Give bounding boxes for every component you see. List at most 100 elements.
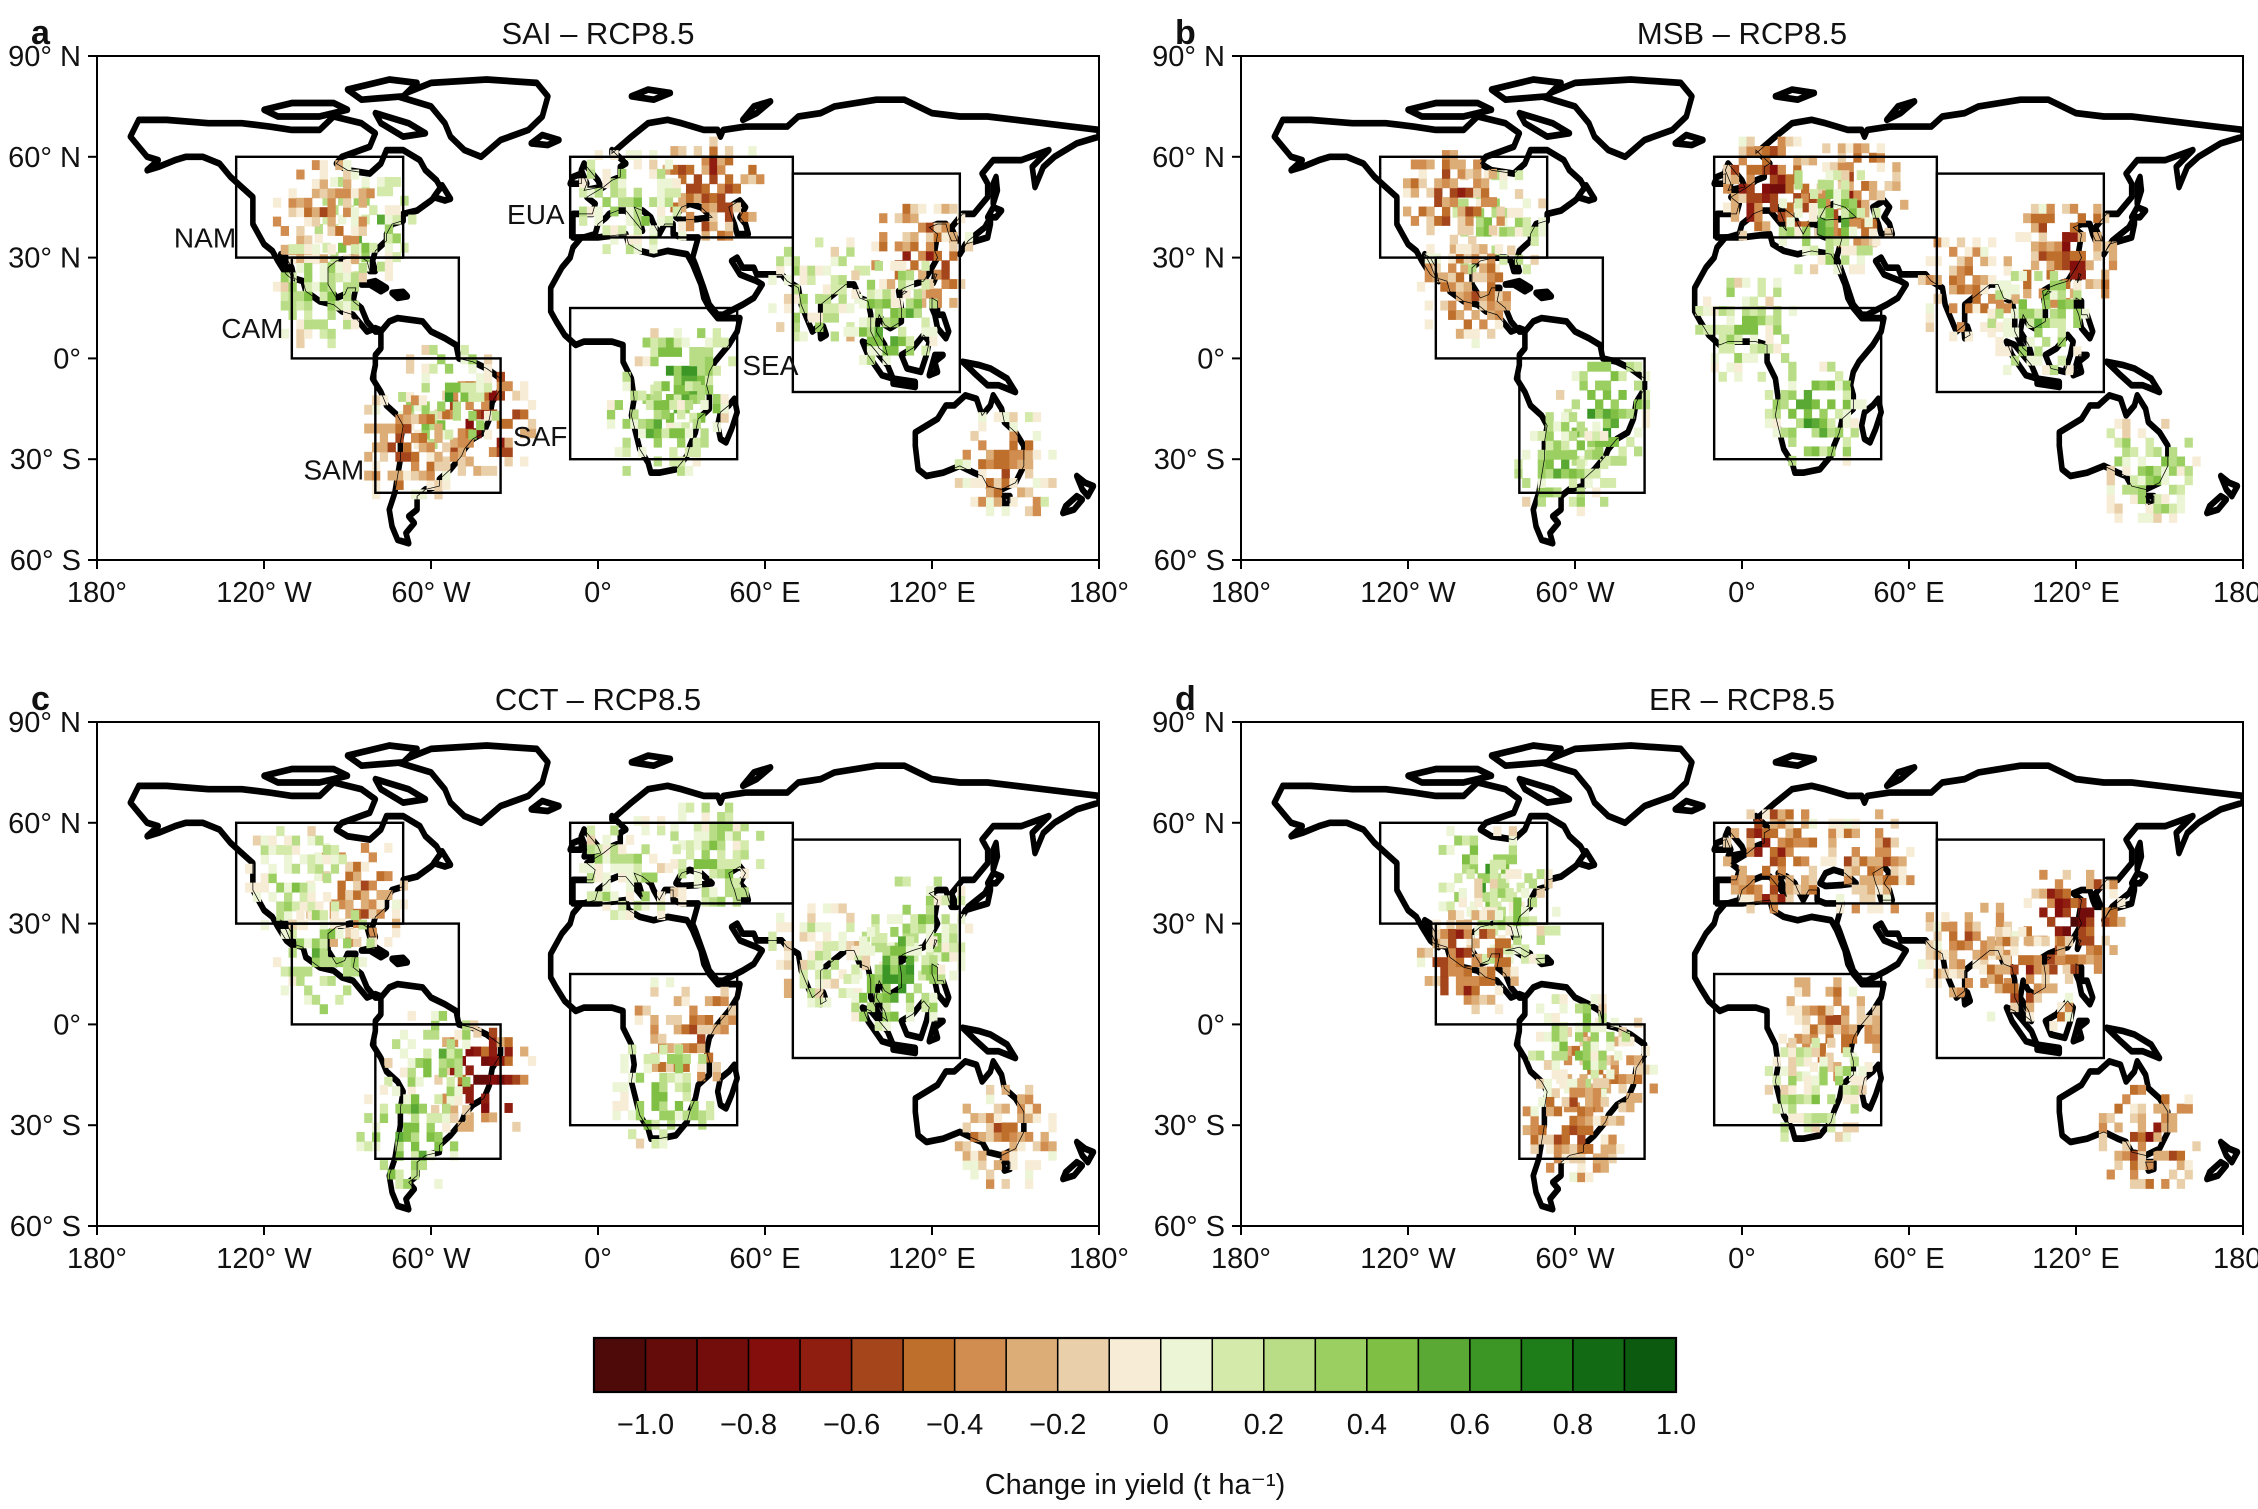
yield-cell: [296, 938, 305, 949]
yield-cell: [791, 284, 801, 295]
yield-cell: [791, 331, 801, 342]
yield-cell: [350, 207, 360, 218]
yield-cell: [1841, 254, 1850, 265]
yield-cell: [1842, 1066, 1852, 1076]
yield-cell: [602, 834, 611, 845]
yield-cell: [1048, 1113, 1057, 1124]
yield-cell: [520, 1074, 529, 1085]
yield-cell: [1892, 162, 1901, 173]
yield-cell: [338, 176, 347, 187]
yield-cell: [910, 232, 919, 242]
yield-cell: [1463, 319, 1472, 330]
yield-cell: [457, 465, 467, 476]
yield-cell: [1833, 198, 1842, 209]
yield-cell: [651, 1091, 660, 1102]
yield-cell: [838, 303, 847, 314]
yield-cell: [618, 900, 627, 911]
yield-cell: [1032, 449, 1042, 460]
yield-cell: [2078, 898, 2087, 908]
yield-cell: [2085, 279, 2094, 290]
yield-cell: [1746, 136, 1755, 147]
yield-cell: [701, 812, 710, 822]
yield-cell: [1875, 809, 1884, 820]
yield-cell: [1621, 1031, 1631, 1042]
yield-cell: [1607, 478, 1617, 488]
yield-cell: [697, 412, 706, 423]
yield-cell: [410, 461, 420, 472]
yield-cell: [1487, 300, 1496, 311]
yield-cell: [1024, 487, 1034, 498]
yield-cell: [861, 265, 871, 276]
yield-cell: [776, 959, 785, 970]
yield-cell: [1972, 284, 1981, 295]
lon-tick-label: 120° E: [888, 1243, 975, 1275]
yield-cell: [2129, 1113, 2139, 1124]
yield-cell: [1489, 878, 1499, 889]
yield-cell: [343, 319, 352, 330]
yield-cell: [949, 203, 958, 214]
yield-cell: [933, 232, 942, 242]
yield-cell: [2176, 494, 2186, 505]
yield-cell: [606, 418, 616, 429]
yield-cell: [1795, 1047, 1805, 1058]
yield-cell: [1817, 1014, 1826, 1025]
yield-cell: [1545, 440, 1554, 451]
yield-cell: [1872, 1033, 1881, 1044]
yield-cell: [245, 882, 254, 893]
yield-cell: [756, 859, 765, 869]
map-area: [130, 746, 1099, 1210]
yield-cell: [704, 365, 714, 376]
yield-cell: [709, 211, 718, 222]
yield-cell: [653, 400, 662, 410]
yield-cell: [1508, 910, 1518, 921]
yield-cell: [429, 420, 438, 431]
yield-cell: [296, 262, 305, 273]
yield-cell: [970, 1160, 979, 1171]
yield-cell: [335, 272, 344, 283]
yield-cell: [1438, 844, 1447, 855]
yield-cell: [910, 933, 919, 943]
yield-cell: [1479, 291, 1488, 302]
yield-cell: [1530, 1106, 1539, 1117]
yield-cells: [272, 136, 1057, 517]
yield-cell: [602, 225, 611, 236]
yield-cell: [1598, 1050, 1607, 1061]
yield-cell: [2153, 447, 2162, 458]
yield-cell: [1788, 361, 1797, 372]
yield-cell: [732, 821, 742, 832]
lon-tick-label: 120° W: [216, 1243, 312, 1275]
yield-cell: [379, 451, 389, 462]
yield-cell: [1833, 1014, 1842, 1025]
yield-cell: [1848, 986, 1858, 997]
yield-cell: [418, 1160, 428, 1171]
yield-cell: [1448, 910, 1457, 921]
yield-cell: [1537, 478, 1546, 488]
yield-cell: [364, 423, 373, 434]
yield-cell: [368, 908, 377, 919]
yield-cell: [403, 1122, 412, 1133]
yield-cell: [1793, 856, 1802, 867]
yield-cell: [1746, 884, 1755, 895]
yield-cell: [2002, 926, 2011, 937]
yield-cell: [1845, 180, 1854, 191]
yield-cell: [2054, 250, 2063, 261]
yield-cell: [1828, 828, 1837, 839]
yield-cell: [859, 1011, 868, 1022]
yield-cell: [2086, 869, 2095, 880]
yield-cell: [304, 938, 313, 949]
yield-cell: [1584, 449, 1593, 460]
yield-cell: [2098, 1141, 2108, 1152]
yield-cell: [438, 1058, 448, 1068]
yield-cell: [1964, 940, 1973, 951]
yield-cell: [1777, 865, 1786, 876]
yield-cell: [653, 390, 662, 401]
yield-cell: [2041, 983, 2050, 994]
yield-cell: [2069, 250, 2079, 261]
yield-cell: [2122, 465, 2131, 476]
yield-cell: [1925, 256, 1934, 267]
yield-cell: [2145, 465, 2154, 476]
yield-cell: [1641, 408, 1651, 419]
yield-cell: [350, 928, 360, 939]
yield-cell: [311, 947, 321, 958]
yield-cell: [1559, 994, 1568, 1005]
